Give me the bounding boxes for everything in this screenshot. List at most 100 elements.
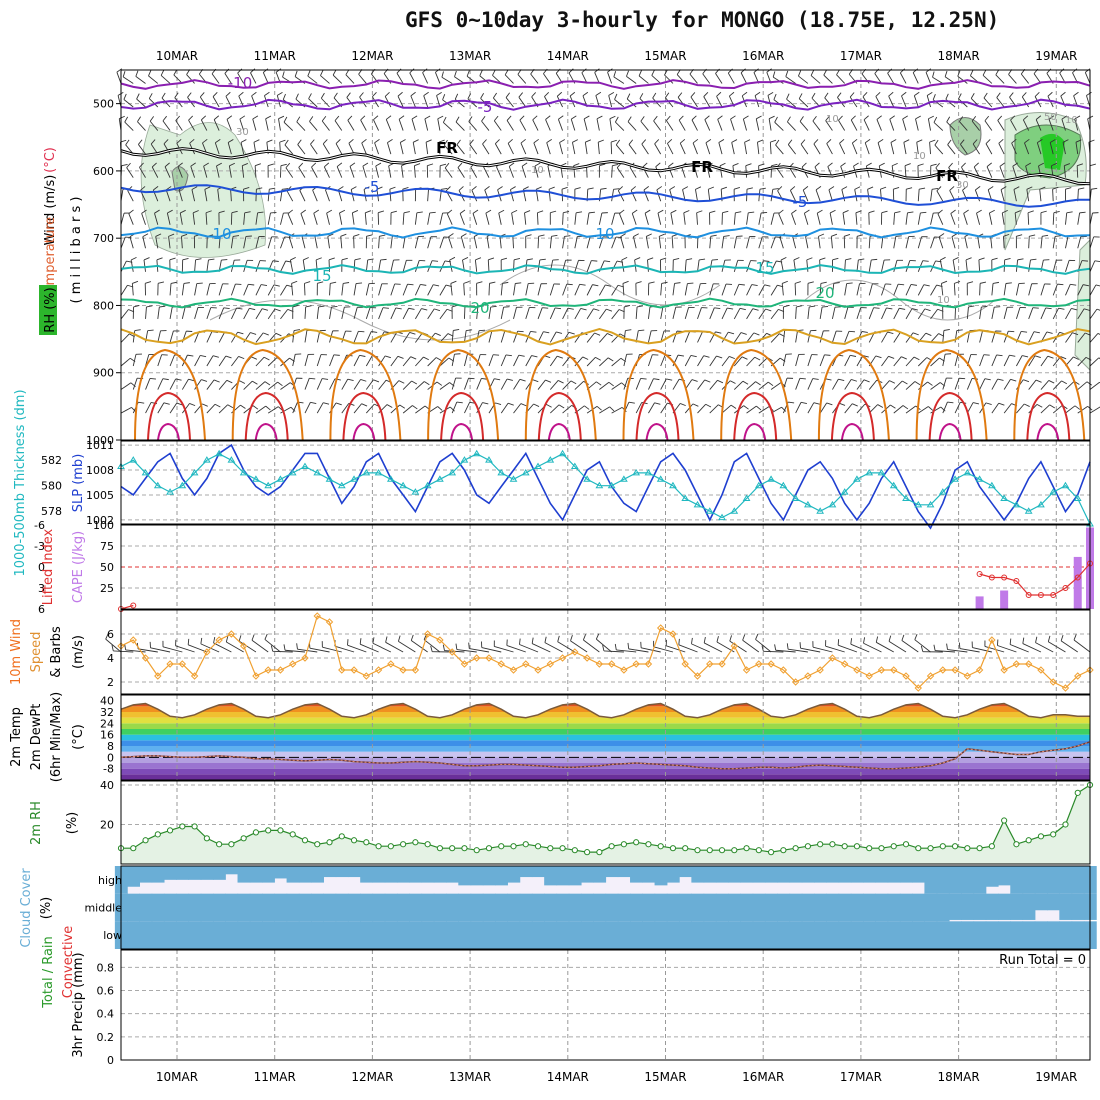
wind-barb <box>717 379 724 384</box>
wind-barb <box>692 142 698 155</box>
wind-barb <box>964 236 968 249</box>
wind-speed-marker <box>154 672 162 680</box>
wind-barb <box>462 257 469 261</box>
wind-barb <box>353 403 362 414</box>
wind-barb <box>122 76 134 84</box>
cloud-cell-high <box>347 866 361 878</box>
wind-barb <box>979 354 985 367</box>
wind-barb <box>758 308 766 320</box>
wind-barb <box>611 406 623 414</box>
wind-barb <box>881 283 886 296</box>
thickness-marker <box>791 494 800 501</box>
cloud-cell-low <box>1047 921 1060 949</box>
wind-barb <box>411 640 428 653</box>
thickness-marker <box>987 481 996 489</box>
wind-barb <box>397 635 401 642</box>
wind-barb <box>264 381 271 386</box>
wind-barb <box>334 120 343 131</box>
wind-barb <box>120 260 127 273</box>
date-label-top: 19MAR <box>1035 49 1077 63</box>
wind-barb <box>443 122 453 131</box>
cloud-cell-high <box>421 866 435 883</box>
wind-barb <box>488 306 492 319</box>
cloud-cell-middle <box>875 893 889 922</box>
wind-barb <box>390 260 394 272</box>
wind-barb <box>893 332 901 343</box>
wind-barb <box>367 258 374 261</box>
wind-speed-marker <box>350 666 358 674</box>
wind-barb <box>240 142 245 155</box>
wind-barb <box>289 259 294 272</box>
wind-barb <box>658 236 662 249</box>
wind-barb <box>758 260 764 272</box>
wind-barb <box>451 330 454 343</box>
wind-barb <box>942 377 947 390</box>
wind-barb <box>930 308 939 320</box>
wind-barb <box>598 212 603 225</box>
wind-barb <box>439 212 444 225</box>
wind-speed-marker <box>975 666 984 674</box>
wind-barb <box>742 639 760 653</box>
wind-barb <box>1000 186 1007 190</box>
wind-barb <box>120 285 128 296</box>
wind-barb <box>481 647 502 653</box>
wind-barb <box>403 211 410 214</box>
wind-barb <box>699 258 706 261</box>
thickness-marker <box>693 500 702 508</box>
wind-barb <box>786 643 789 650</box>
wind-barb <box>546 138 552 144</box>
wind-barb <box>363 186 370 190</box>
wind-barb <box>906 187 913 190</box>
wind-barb <box>318 305 325 308</box>
wind-barb <box>410 356 417 360</box>
wind-barb <box>365 283 370 296</box>
wind-barb <box>674 282 681 284</box>
wind-barb <box>534 162 541 167</box>
wind-barb <box>888 95 895 108</box>
thickness-marker <box>288 468 297 476</box>
wind-barb <box>655 162 661 168</box>
wind-barb <box>162 378 169 381</box>
wind-barb <box>218 236 221 249</box>
wind-barb <box>863 379 870 383</box>
wind-barb <box>329 306 332 319</box>
wind-barb <box>205 212 208 225</box>
wind-barb <box>1052 236 1056 249</box>
wind-barb <box>1046 331 1053 334</box>
wind-barb <box>852 138 858 144</box>
slp-tick: 1002 <box>86 514 114 527</box>
cape-tick: 50 <box>100 561 114 574</box>
wind-barb <box>621 259 625 272</box>
wind-barb <box>1065 381 1075 390</box>
wind-barb <box>353 234 360 237</box>
wind-barb <box>574 260 579 272</box>
wind-barb <box>231 331 238 343</box>
wind-barb <box>930 163 937 167</box>
wind-barb <box>845 258 852 261</box>
temperature-line <box>120 702 1090 719</box>
wind-barb <box>586 308 594 320</box>
wind-barb <box>961 162 966 168</box>
cloud-cell-high <box>580 866 594 883</box>
wind-barb <box>862 92 868 98</box>
wind-barb <box>1035 636 1038 643</box>
wind-speed-marker <box>374 666 383 674</box>
cloud-cell-high <box>814 866 827 883</box>
wind-barb <box>423 639 441 653</box>
wind-barb <box>844 234 851 237</box>
wind-barb <box>444 167 453 178</box>
wind-barb <box>844 283 848 296</box>
wind-speed-marker <box>129 636 137 644</box>
wind-barb <box>1040 355 1049 367</box>
cloud-cell-middle <box>531 893 545 922</box>
isotherm-35-loop <box>1026 391 1071 441</box>
wind-barb <box>221 259 228 261</box>
wind-barb <box>758 284 765 296</box>
wind-barb <box>192 212 196 225</box>
wind-barb <box>294 70 298 77</box>
wind-barb <box>890 142 895 155</box>
wind-speed-marker <box>325 618 334 626</box>
cloud-cell-middle <box>347 893 361 922</box>
wind-barb <box>796 305 803 308</box>
wind-barb <box>202 403 208 407</box>
